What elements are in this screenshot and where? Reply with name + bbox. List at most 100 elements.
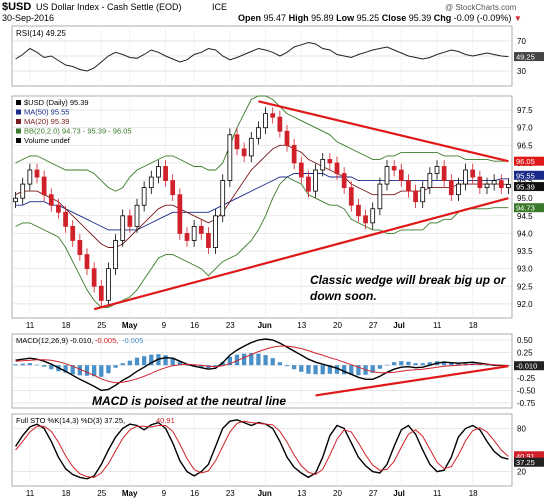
price-candle xyxy=(398,169,404,181)
price-candle xyxy=(263,113,268,129)
date-axis-label: May xyxy=(122,489,138,498)
macd-histogram-bar xyxy=(370,365,375,373)
date-axis-label: Jul xyxy=(393,489,405,498)
macd-trendline xyxy=(315,365,509,397)
price-candle xyxy=(463,169,468,185)
macd-histogram-bar xyxy=(506,365,511,366)
price-candle xyxy=(277,116,283,132)
macd-histogram-bar xyxy=(77,365,82,376)
macd-histogram-bar xyxy=(263,355,268,366)
price-candle xyxy=(327,159,333,164)
sto-legend-k: Full STO %K(14,3) %D(3) 37.25, xyxy=(16,416,125,425)
date-axis-label: 23 xyxy=(226,489,235,498)
macd-histogram-bar xyxy=(163,355,168,366)
price-candle xyxy=(56,204,61,213)
price-candle xyxy=(484,183,490,189)
price-candle xyxy=(127,215,133,227)
macd-histogram-bar xyxy=(42,365,47,367)
price-candle xyxy=(241,148,247,157)
macd-histogram-bar xyxy=(284,365,290,367)
macd-histogram-bar xyxy=(49,365,54,370)
date-axis-label: 11 xyxy=(26,321,35,330)
price-candle xyxy=(63,211,68,227)
price-candle xyxy=(227,134,233,181)
price-candle xyxy=(91,268,97,287)
macd-line xyxy=(15,338,509,392)
open-label: Open xyxy=(238,13,262,23)
price-candle xyxy=(434,166,440,174)
date-label: 30-Sep-2016 xyxy=(2,13,55,23)
price-legend-swatch xyxy=(16,138,21,143)
macd-histogram-bar xyxy=(334,365,340,374)
watermark: @ StockCharts.com xyxy=(445,3,517,12)
date-axis-label: Jul xyxy=(393,321,405,330)
macd-histogram-bar xyxy=(320,365,325,375)
close-value: 95.39 xyxy=(408,13,432,23)
price-candle xyxy=(34,169,40,178)
price-candle xyxy=(13,197,18,203)
date-axis-label: 23 xyxy=(226,321,235,330)
price-ytick: 92.5 xyxy=(517,282,533,291)
price-legend-entry: MA(20) 95.39 xyxy=(24,117,69,126)
date-axis-label: 13 xyxy=(297,489,306,498)
macd-signal-line xyxy=(15,345,509,384)
date-axis-label: 11 xyxy=(433,489,442,498)
macd-histogram-bar xyxy=(20,363,25,366)
rsi-ytick: 30 xyxy=(517,67,526,76)
macd-histogram-bar xyxy=(249,353,254,366)
price-candle xyxy=(334,162,340,174)
macd-histogram-bar xyxy=(299,365,304,372)
price-candle xyxy=(406,180,411,192)
open-value: 95.47 xyxy=(263,13,287,23)
price-legend-entry: $USD (Daily) 95.39 xyxy=(24,98,89,107)
macd-histogram-bar xyxy=(142,356,147,366)
macd-histogram-bar xyxy=(277,362,282,366)
price-candle xyxy=(284,130,290,146)
price-candle xyxy=(256,127,261,139)
price-legend-entry: Volume undef xyxy=(24,136,71,145)
macd-histogram-bar xyxy=(120,363,125,366)
date-axis-label: 13 xyxy=(297,321,306,330)
price-candle xyxy=(20,183,26,199)
chg-value: -0.09 (-0.09%) xyxy=(453,13,512,23)
high-value: 95.89 xyxy=(311,13,334,23)
rsi-current-label-bg xyxy=(514,52,544,62)
macd-legend-title: MACD(12,26,9) xyxy=(16,336,69,345)
sto-k-current-label: 37.25 xyxy=(516,458,535,467)
price-candle xyxy=(298,162,304,178)
macd-ytick: 0.50 xyxy=(517,336,533,345)
price-candle xyxy=(148,176,154,189)
price-candle xyxy=(70,225,76,241)
date-axis-label: 18 xyxy=(469,489,478,498)
price-candle xyxy=(363,215,368,224)
price-candle xyxy=(234,134,240,150)
macd-histogram-bar xyxy=(184,365,190,366)
bb-lower-line xyxy=(15,176,509,308)
date-axis-label: 16 xyxy=(190,489,199,498)
macd-histogram-bar xyxy=(356,365,361,376)
price-candle xyxy=(206,233,211,248)
macd-histogram-bar xyxy=(399,361,404,366)
sto-d-line xyxy=(15,420,509,478)
price-candle xyxy=(506,184,511,189)
price-candle xyxy=(491,180,497,185)
bb-upper-current-label-bg xyxy=(514,156,544,166)
price-candle xyxy=(477,176,483,189)
down-arrow-icon: ▼ xyxy=(513,14,522,23)
macd-histogram-bar xyxy=(234,354,240,366)
price-candle xyxy=(413,190,418,203)
bb-lower-current-label-bg xyxy=(514,203,544,213)
date-axis-label: Jun xyxy=(258,321,272,330)
ma50-current-label: 95.55 xyxy=(516,171,535,180)
price-candle xyxy=(48,194,54,206)
macd-legend-hist: -0.005 xyxy=(122,336,143,345)
macd-histogram-bar xyxy=(427,362,432,366)
macd-histogram-bar xyxy=(84,365,90,376)
macd-histogram-bar xyxy=(220,362,225,366)
price-candle xyxy=(27,169,33,185)
macd-ytick: -0.50 xyxy=(517,386,536,395)
macd-histogram-bar xyxy=(213,365,218,367)
macd-histogram-bar xyxy=(106,365,111,374)
chg-label: Chg xyxy=(433,13,452,23)
bb-upper-current-label: 96.05 xyxy=(516,157,535,166)
